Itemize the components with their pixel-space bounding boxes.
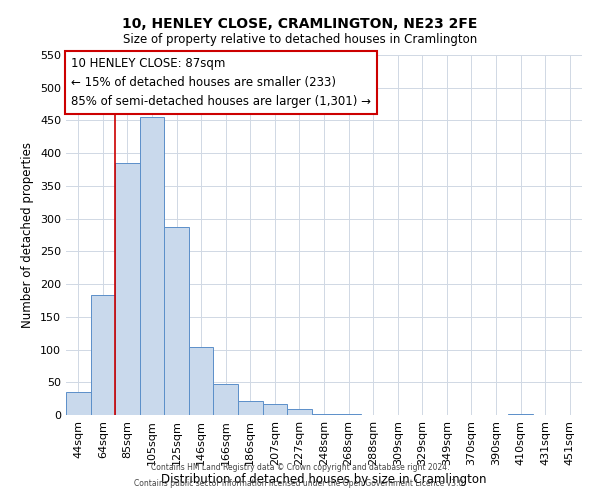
Bar bbox=[115, 163, 140, 415]
Bar bbox=[312, 414, 336, 415]
Text: Size of property relative to detached houses in Cramlington: Size of property relative to detached ho… bbox=[123, 32, 477, 46]
Bar bbox=[238, 400, 263, 415]
Y-axis label: Number of detached properties: Number of detached properties bbox=[22, 142, 34, 328]
Text: Contains public sector information licensed under the Open Government Licence v3: Contains public sector information licen… bbox=[134, 478, 466, 488]
Bar bbox=[164, 227, 189, 415]
Bar bbox=[263, 404, 287, 415]
Text: 10 HENLEY CLOSE: 87sqm
← 15% of detached houses are smaller (233)
85% of semi-de: 10 HENLEY CLOSE: 87sqm ← 15% of detached… bbox=[71, 57, 371, 108]
Bar bbox=[66, 392, 91, 415]
Bar bbox=[287, 409, 312, 415]
Bar bbox=[214, 384, 238, 415]
Bar bbox=[508, 414, 533, 415]
Text: Contains HM Land Registry data © Crown copyright and database right 2024.: Contains HM Land Registry data © Crown c… bbox=[151, 464, 449, 472]
Bar bbox=[91, 295, 115, 415]
Bar bbox=[140, 117, 164, 415]
Bar bbox=[189, 347, 214, 415]
Text: 10, HENLEY CLOSE, CRAMLINGTON, NE23 2FE: 10, HENLEY CLOSE, CRAMLINGTON, NE23 2FE bbox=[122, 18, 478, 32]
X-axis label: Distribution of detached houses by size in Cramlington: Distribution of detached houses by size … bbox=[161, 474, 487, 486]
Bar bbox=[336, 414, 361, 415]
